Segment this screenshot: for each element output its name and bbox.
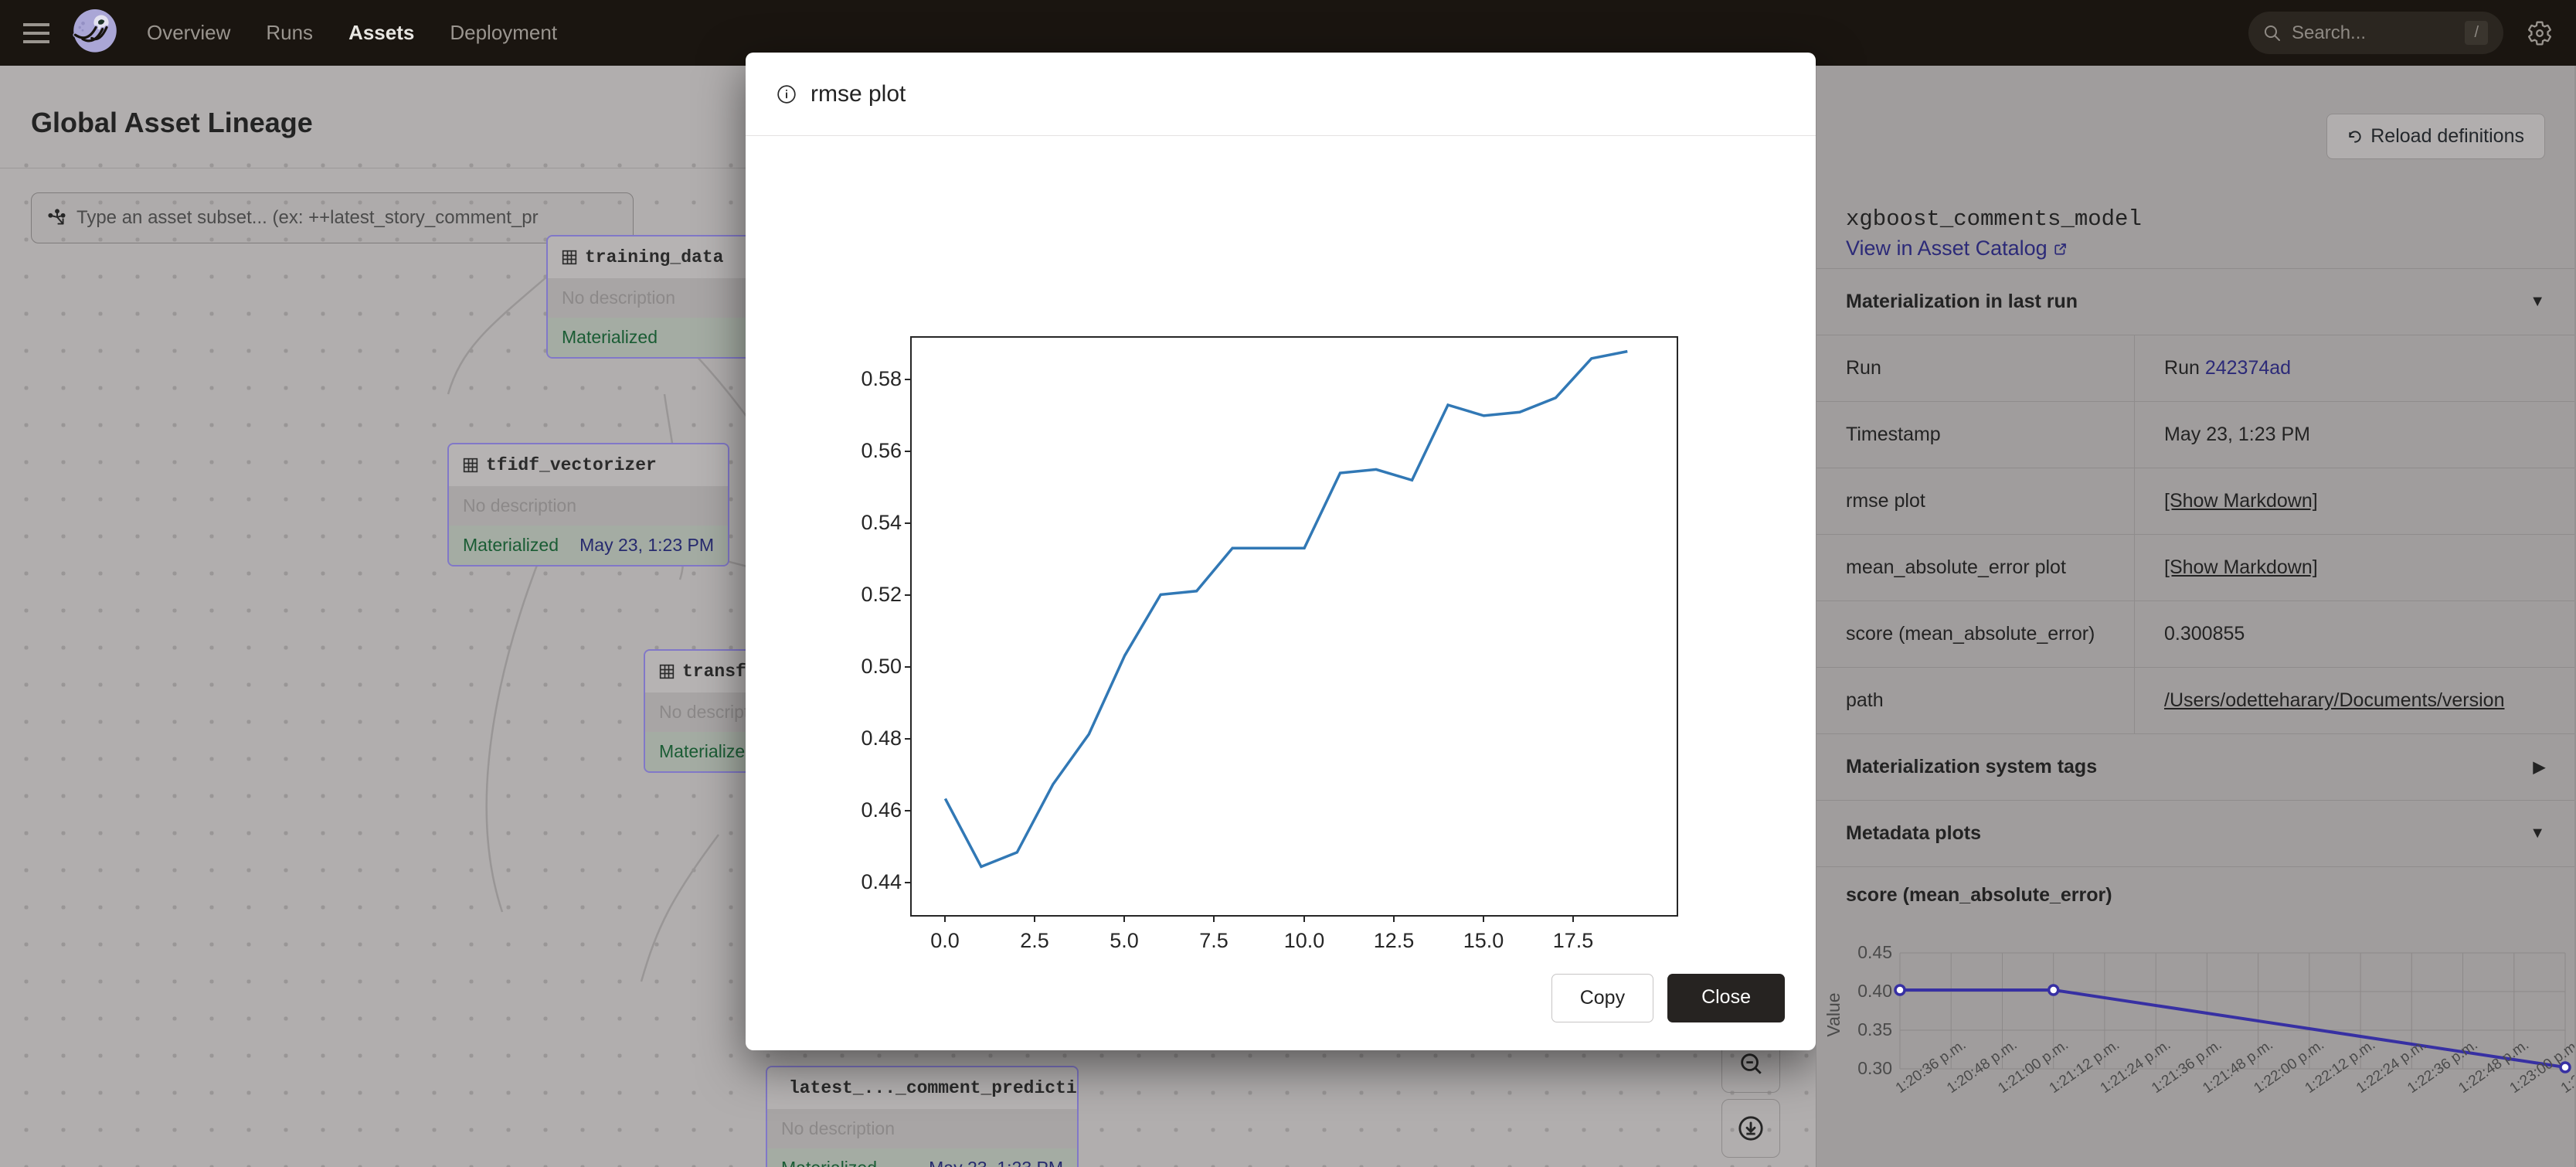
svg-text:0.0: 0.0 (930, 929, 960, 952)
svg-text:0.48: 0.48 (861, 726, 902, 750)
svg-text:0.40: 0.40 (1857, 981, 1892, 1001)
svg-text:15.0: 15.0 (1463, 929, 1504, 952)
svg-text:0.44: 0.44 (861, 870, 902, 893)
svg-text:0.52: 0.52 (861, 583, 902, 606)
svg-text:0.50: 0.50 (861, 655, 902, 678)
svg-text:0.54: 0.54 (861, 511, 902, 534)
svg-text:0.45: 0.45 (1857, 942, 1892, 962)
svg-text:0.58: 0.58 (861, 367, 902, 390)
svg-text:5.0: 5.0 (1110, 929, 1139, 952)
svg-text:0.35: 0.35 (1857, 1019, 1892, 1039)
svg-text:2.5: 2.5 (1020, 929, 1049, 952)
svg-text:0.56: 0.56 (861, 439, 902, 462)
svg-text:7.5: 7.5 (1199, 929, 1229, 952)
svg-text:12.5: 12.5 (1374, 929, 1415, 952)
svg-text:0.30: 0.30 (1857, 1058, 1892, 1078)
svg-text:10.0: 10.0 (1284, 929, 1325, 952)
svg-text:0.46: 0.46 (861, 798, 902, 822)
svg-text:Value: Value (1823, 992, 1844, 1036)
svg-text:17.5: 17.5 (1553, 929, 1594, 952)
